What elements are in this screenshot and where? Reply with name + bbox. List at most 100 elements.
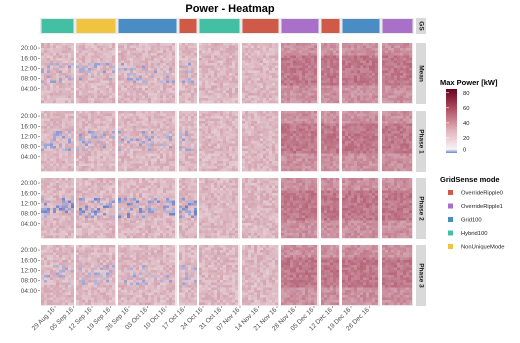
heat-cell: [169, 73, 172, 76]
heat-cell: [91, 80, 94, 83]
heat-cell: [82, 95, 85, 98]
heat-cell: [293, 95, 296, 98]
heat-cell: [330, 75, 333, 78]
heat-cell: [324, 113, 327, 116]
heat-cell: [142, 166, 145, 169]
heat-cell: [248, 133, 251, 136]
heat-cell: [205, 93, 208, 96]
heat-cell: [82, 166, 85, 169]
heat-cell: [336, 146, 339, 149]
heat-cell: [305, 143, 308, 146]
heat-cell: [311, 161, 314, 164]
heat-cell: [333, 138, 336, 141]
heat-cell: [382, 43, 385, 46]
heat-cell: [208, 168, 211, 171]
heat-cell: [302, 133, 305, 136]
heat-cell: [388, 83, 391, 86]
heat-cell: [118, 126, 121, 129]
heat-cell: [199, 93, 202, 96]
heat-cell: [145, 98, 148, 101]
heat-cell: [65, 93, 68, 96]
heat-cell: [226, 113, 229, 116]
heat-cell: [103, 60, 106, 63]
heat-cell: [242, 158, 245, 161]
heat-cell: [142, 70, 145, 73]
heat-cell: [211, 50, 214, 53]
heat-cell: [205, 138, 208, 141]
heat-cell: [53, 65, 56, 68]
heat-cell: [172, 75, 175, 78]
heat-cell: [68, 121, 71, 124]
heat-cell: [321, 156, 324, 159]
heat-cell: [142, 100, 145, 103]
heat-cell: [53, 75, 56, 78]
heat-cell: [68, 83, 71, 86]
heat-cell: [112, 123, 115, 126]
heat-cell: [47, 128, 50, 131]
heat-cell: [290, 73, 293, 76]
heat-cell: [245, 161, 248, 164]
heat-cell: [305, 60, 308, 63]
heat-cell: [157, 100, 160, 103]
heat-cell: [403, 48, 406, 51]
heat-cell: [400, 43, 403, 46]
heat-cell: [109, 60, 112, 63]
heat-cell: [254, 60, 257, 63]
heat-cell: [287, 143, 290, 146]
heat-cell: [121, 68, 124, 71]
heat-cell: [163, 156, 166, 159]
heat-cell: [188, 65, 191, 68]
heat-cell: [91, 141, 94, 144]
heat-cell: [336, 163, 339, 166]
heat-cell: [91, 146, 94, 149]
heat-cell: [100, 80, 103, 83]
heat-cell: [109, 88, 112, 91]
heat-cell: [403, 85, 406, 88]
heat-cell: [163, 148, 166, 151]
heat-cell: [406, 75, 409, 78]
heat-cell: [160, 138, 163, 141]
heat-cell: [166, 43, 169, 46]
heat-cell: [185, 163, 188, 166]
heat-cell: [109, 143, 112, 146]
heat-cell: [311, 166, 314, 169]
heat-cell: [281, 136, 284, 139]
heat-cell: [179, 50, 182, 53]
heat-cell: [163, 55, 166, 58]
heat-cell: [112, 143, 115, 146]
heat-cell: [127, 70, 130, 73]
heat-cell: [76, 95, 79, 98]
heat-cell: [169, 158, 172, 161]
heat-cell: [179, 131, 182, 134]
heat-cell: [394, 83, 397, 86]
heat-cell: [211, 73, 214, 76]
heat-cell: [205, 55, 208, 58]
heat-cell: [302, 43, 305, 46]
heat-cell: [71, 88, 74, 91]
heat-cell: [127, 85, 130, 88]
heat-cell: [308, 75, 311, 78]
heat-cell: [299, 121, 302, 124]
heat-cell: [103, 63, 106, 66]
heat-cell: [214, 136, 217, 139]
heat-cell: [232, 113, 235, 116]
heat-cell: [133, 58, 136, 61]
heat-cell: [71, 45, 74, 48]
heat-cell: [287, 50, 290, 53]
heat-cell: [82, 70, 85, 73]
heat-cell: [194, 55, 197, 58]
heat-cell: [139, 153, 142, 156]
heat-cell: [342, 53, 345, 56]
heat-cell: [372, 48, 375, 51]
heat-cell: [172, 168, 175, 171]
heat-cell: [154, 80, 157, 83]
heat-cell: [82, 168, 85, 171]
heat-cell: [302, 146, 305, 149]
heat-cell: [388, 60, 391, 63]
heat-cell: [133, 100, 136, 103]
heat-cell: [336, 73, 339, 76]
heat-cell: [172, 158, 175, 161]
heat-cell: [242, 88, 245, 91]
heat-cell: [127, 53, 130, 56]
heat-cell: [145, 53, 148, 56]
